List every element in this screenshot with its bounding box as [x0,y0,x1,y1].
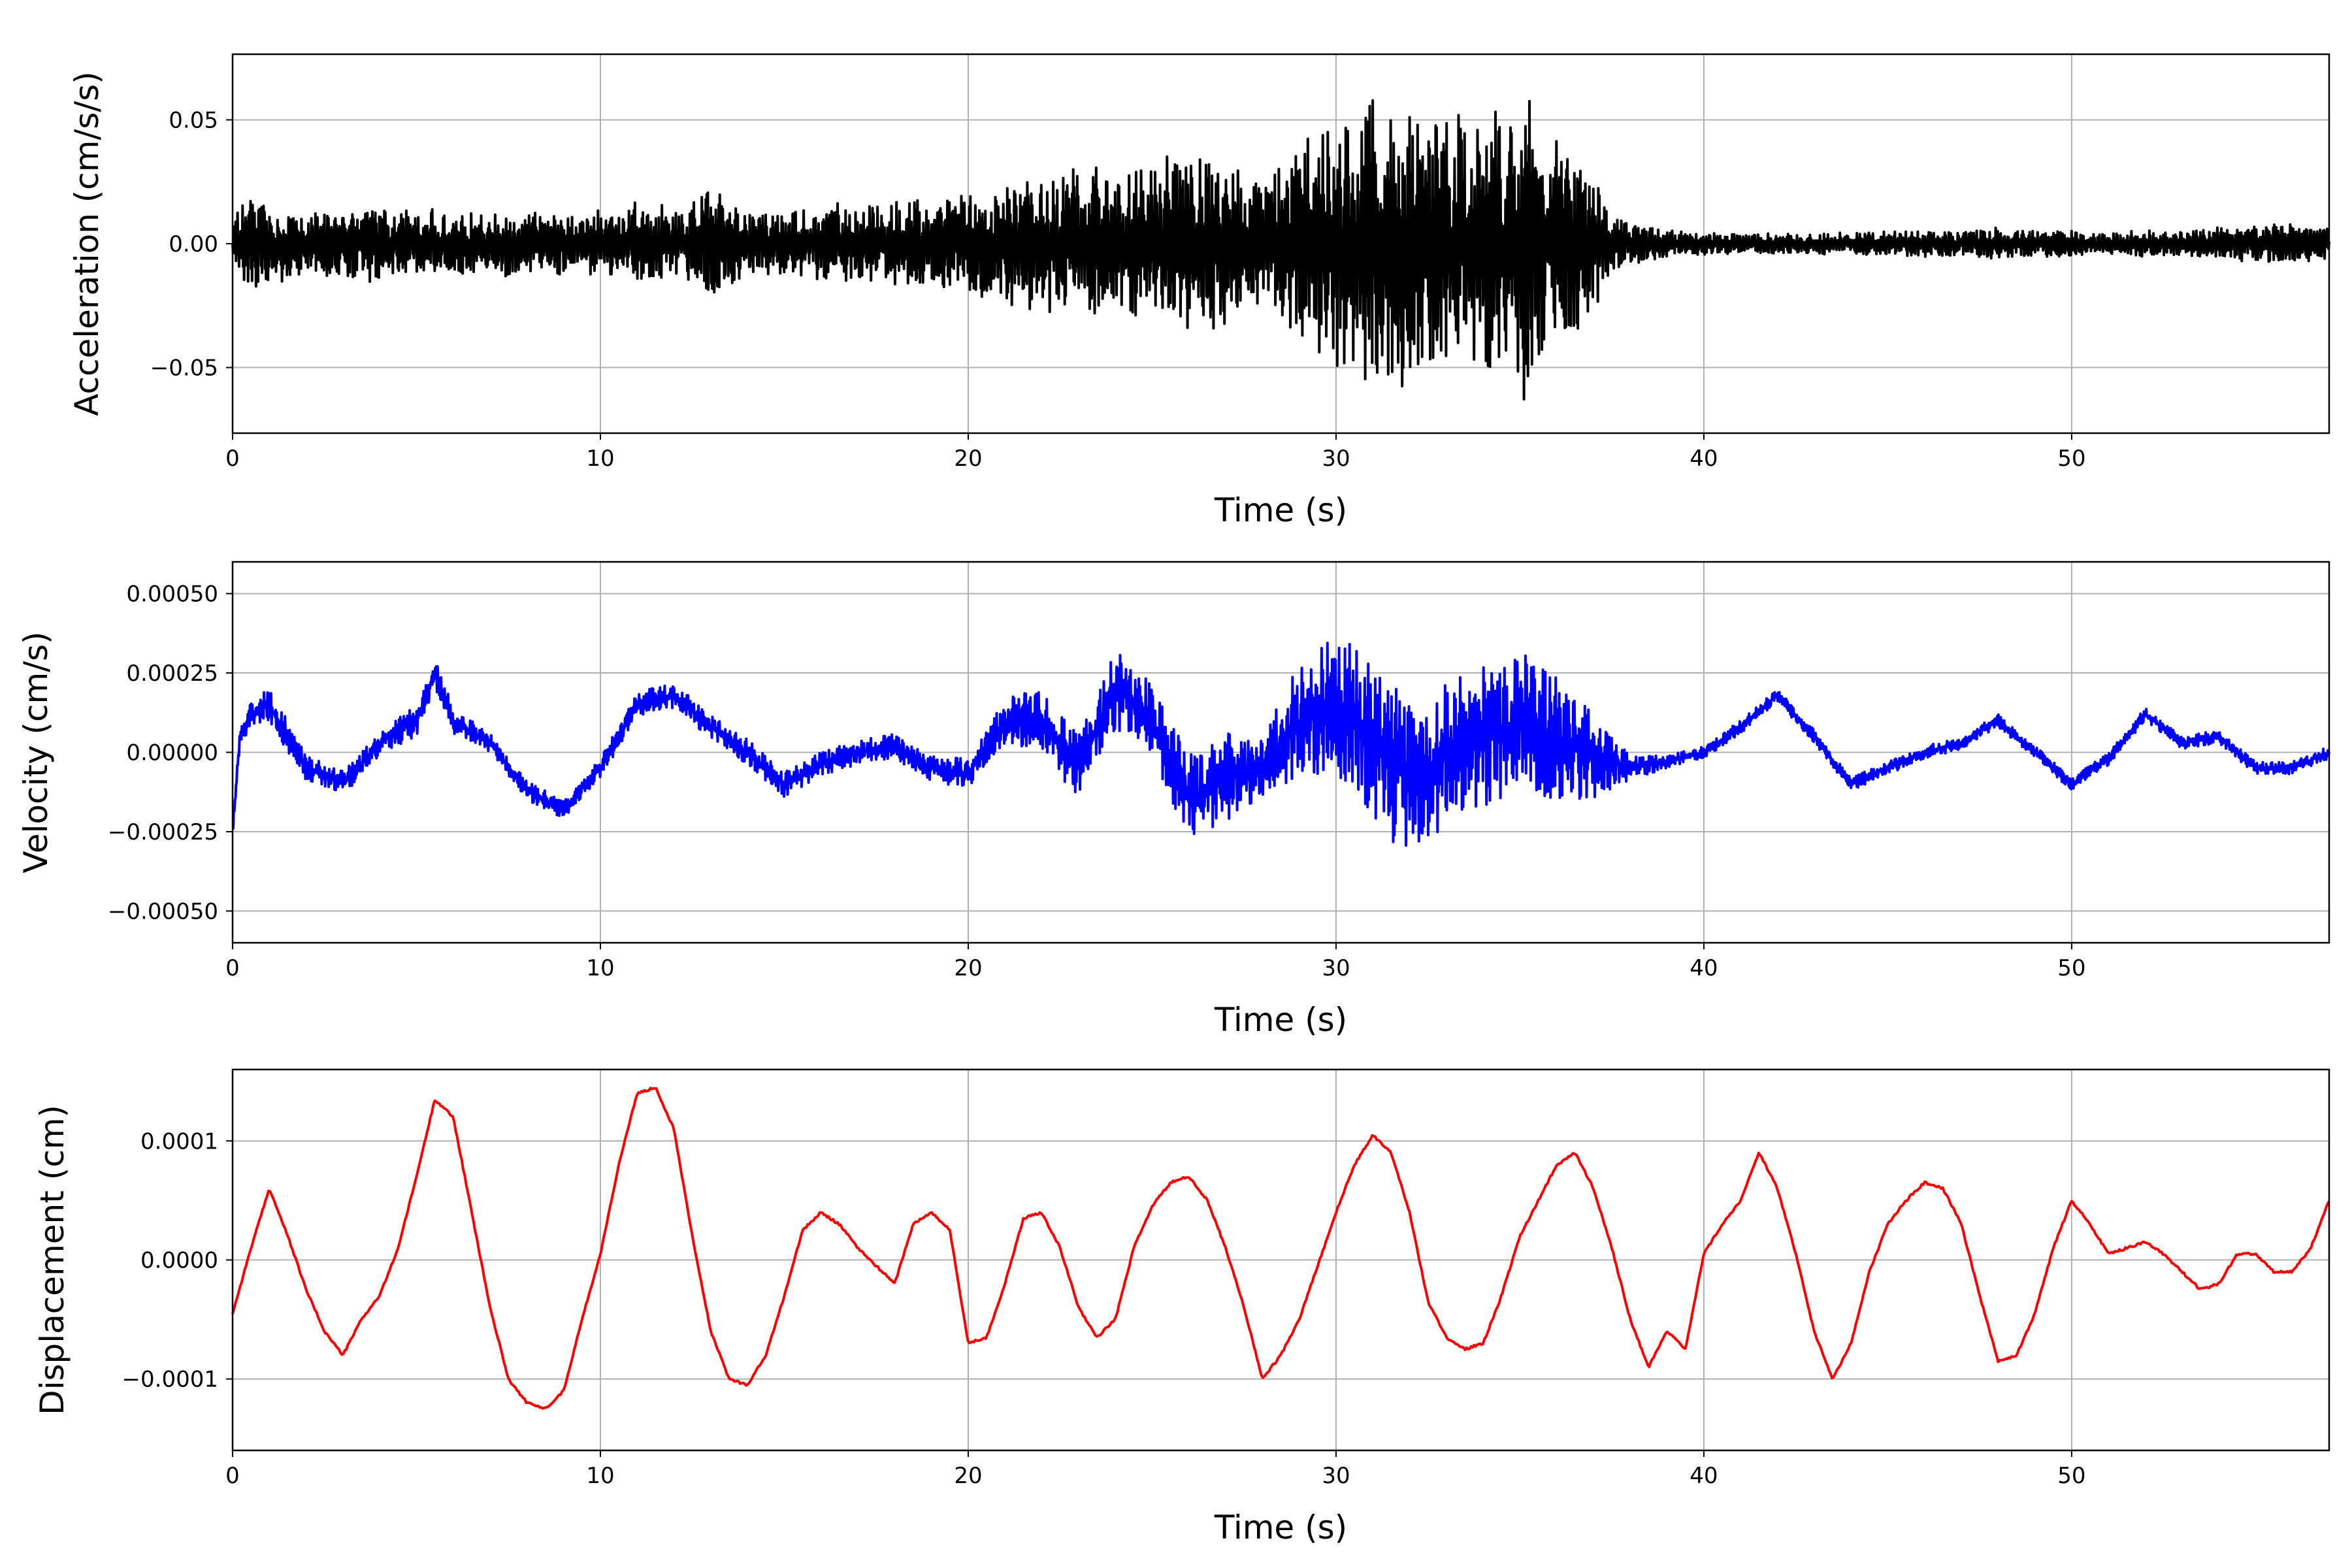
displacement-x-tick-label: 10 [586,1463,614,1489]
velocity-y-tick-label: 0.00000 [126,740,218,766]
velocity-x-tick-label: 0 [225,955,240,981]
velocity-y-tick-label: −0.00025 [108,819,218,845]
acceleration-x-tick-label: 30 [1322,446,1350,472]
velocity-x-tick-label: 10 [586,955,614,981]
displacement-x-tick-label: 20 [954,1463,982,1489]
displacement-y-tick-label: 0.0000 [140,1248,218,1274]
acceleration-x-tick-label: 20 [954,446,982,472]
acceleration-panel: 0 10 20 30 40 50 −0.05 0.00 0.05 Time (s) Accele… [68,53,2330,529]
acceleration-x-tick-label: 50 [2057,446,2085,472]
displacement-y-tick-label: −0.0001 [122,1367,218,1393]
acceleration-x-tick-label: 0 [225,446,240,472]
displacement-x-tick-label: 30 [1322,1463,1350,1489]
displacement-series-line [231,1086,2330,1410]
acceleration-y-tick-label: 0.00 [169,231,218,257]
velocity-x-tick-label: 50 [2057,955,2085,981]
acceleration-ticks: 0 10 20 30 40 50 −0.05 0.00 0.05 [150,107,2086,472]
velocity-series-line [231,642,2330,847]
displacement-x-tick-label: 40 [1690,1463,1718,1489]
velocity-panel: 0 10 20 30 40 50 −0.00050 −0.00025 0.00000 0.0002… [17,561,2330,1039]
acceleration-y-tick-label: −0.05 [150,355,218,382]
acceleration-x-tick-label: 40 [1690,446,1718,472]
acceleration-y-tick-label: 0.05 [169,107,218,133]
displacement-ticks: 0 10 20 30 40 50 −0.0001 0.0000 0.0001 [122,1128,2086,1489]
velocity-x-axis-label: Time (s) [1214,1001,1347,1039]
velocity-y-tick-label: 0.00025 [126,661,218,687]
acceleration-series-line [231,99,2330,400]
velocity-ticks: 0 10 20 30 40 50 −0.00050 −0.00025 0.00000 0.0002… [108,581,2086,981]
displacement-x-tick-label: 0 [225,1463,240,1489]
displacement-grid [232,1070,2329,1450]
displacement-y-tick-label: 0.0001 [140,1128,218,1154]
displacement-y-axis-label: Displacement (cm) [33,1105,71,1415]
velocity-y-axis-label: Velocity (cm/s) [17,631,55,873]
velocity-x-tick-label: 40 [1690,955,1718,981]
velocity-x-tick-label: 30 [1322,955,1350,981]
displacement-x-axis-label: Time (s) [1214,1509,1347,1546]
velocity-x-tick-label: 20 [954,955,982,981]
velocity-y-tick-label: −0.00050 [108,898,218,924]
acceleration-x-axis-label: Time (s) [1214,491,1347,529]
displacement-x-tick-label: 50 [2057,1463,2085,1489]
velocity-y-tick-label: 0.00050 [126,581,218,608]
acceleration-y-axis-label: Acceleration (cm/s/s) [68,71,106,416]
acceleration-x-tick-label: 10 [586,446,614,472]
